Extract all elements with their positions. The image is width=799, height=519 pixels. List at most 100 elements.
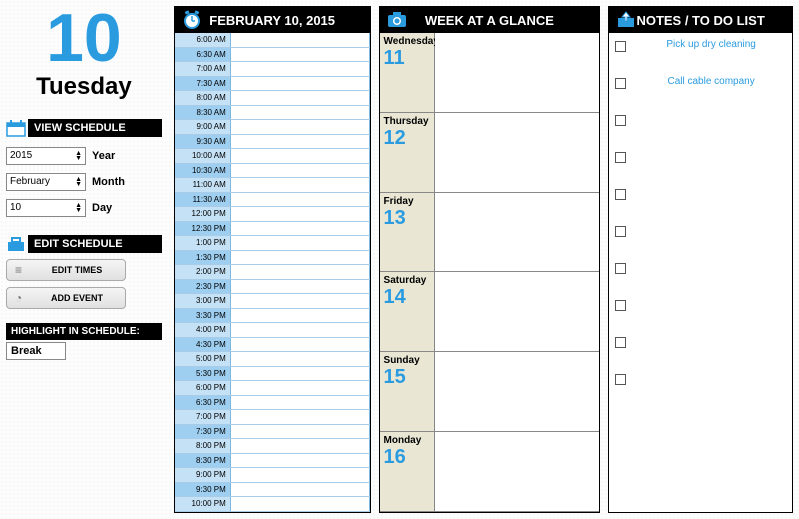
- time-slot[interactable]: [231, 425, 370, 439]
- time-label: 5:30 PM: [175, 367, 231, 381]
- week-day-num: 12: [384, 127, 430, 150]
- spinner-icon[interactable]: ▲▼: [75, 151, 82, 161]
- spinner-icon[interactable]: ▲▼: [75, 177, 82, 187]
- checkbox[interactable]: [615, 300, 626, 311]
- time-label: 2:00 PM: [175, 265, 231, 279]
- week-day-body[interactable]: [435, 33, 600, 112]
- time-row: 12:00 PM: [175, 207, 370, 222]
- time-slot[interactable]: [231, 33, 370, 47]
- edit-times-button[interactable]: ≡ EDIT TIMES: [6, 259, 126, 281]
- schedule-header: FEBRUARY 10, 2015: [175, 7, 370, 33]
- time-label: 6:30 AM: [175, 48, 231, 62]
- week-day-body[interactable]: [435, 193, 600, 272]
- time-slot[interactable]: [231, 91, 370, 105]
- time-slot[interactable]: [231, 439, 370, 453]
- note-row: [609, 292, 792, 329]
- time-slot[interactable]: [231, 410, 370, 424]
- time-row: 11:30 AM: [175, 193, 370, 208]
- calendar-icon: [6, 119, 26, 137]
- time-slot[interactable]: [231, 106, 370, 120]
- time-row: 10:30 AM: [175, 164, 370, 179]
- time-slot[interactable]: [231, 251, 370, 265]
- note-text[interactable]: Call cable company: [636, 76, 786, 87]
- week-body: Wednesday11Thursday12Friday13Saturday14S…: [380, 33, 600, 512]
- time-row: 8:30 PM: [175, 454, 370, 469]
- note-row: [609, 107, 792, 144]
- time-row: 5:00 PM: [175, 352, 370, 367]
- time-slot[interactable]: [231, 338, 370, 352]
- time-label: 11:30 AM: [175, 193, 231, 207]
- time-slot[interactable]: [231, 48, 370, 62]
- month-input[interactable]: February ▲▼: [6, 173, 86, 191]
- time-label: 8:30 PM: [175, 454, 231, 468]
- checkbox[interactable]: [615, 189, 626, 200]
- time-slot[interactable]: [231, 352, 370, 366]
- view-schedule-header: VIEW SCHEDULE: [6, 119, 162, 137]
- time-slot[interactable]: [231, 120, 370, 134]
- note-row: [609, 366, 792, 403]
- highlight-input[interactable]: Break: [6, 342, 66, 360]
- add-event-button[interactable]: ◔ ADD EVENT: [6, 287, 126, 309]
- year-label: Year: [92, 150, 115, 162]
- checkbox[interactable]: [615, 337, 626, 348]
- checkbox[interactable]: [615, 374, 626, 385]
- week-header: WEEK AT A GLANCE: [380, 7, 600, 33]
- time-slot[interactable]: [231, 323, 370, 337]
- time-slot[interactable]: [231, 367, 370, 381]
- time-slot[interactable]: [231, 164, 370, 178]
- time-row: 9:30 PM: [175, 483, 370, 498]
- time-row: 10:00 AM: [175, 149, 370, 164]
- time-slot[interactable]: [231, 309, 370, 323]
- time-slot[interactable]: [231, 77, 370, 91]
- time-row: 7:30 AM: [175, 77, 370, 92]
- checkbox[interactable]: [615, 226, 626, 237]
- time-label: 7:00 PM: [175, 410, 231, 424]
- time-slot[interactable]: [231, 62, 370, 76]
- checkbox[interactable]: [615, 78, 626, 89]
- week-day-body[interactable]: [435, 352, 600, 431]
- checkbox[interactable]: [615, 152, 626, 163]
- week-day: Monday16: [380, 432, 600, 512]
- spinner-icon[interactable]: ▲▼: [75, 203, 82, 213]
- checkbox[interactable]: [615, 263, 626, 274]
- week-day-name: Saturday: [384, 275, 430, 286]
- week-day-num: 16: [384, 446, 430, 469]
- time-row: 4:00 PM: [175, 323, 370, 338]
- time-label: 7:30 AM: [175, 77, 231, 91]
- time-slot[interactable]: [231, 149, 370, 163]
- time-grid: 6:00 AM6:30 AM7:00 AM7:30 AM8:00 AM8:30 …: [175, 33, 370, 512]
- time-slot[interactable]: [231, 193, 370, 207]
- week-day-body[interactable]: [435, 432, 600, 511]
- day-input[interactable]: 10 ▲▼: [6, 199, 86, 217]
- week-day-body[interactable]: [435, 113, 600, 192]
- note-row: [609, 181, 792, 218]
- week-day-body[interactable]: [435, 272, 600, 351]
- time-slot[interactable]: [231, 381, 370, 395]
- time-slot[interactable]: [231, 468, 370, 482]
- week-day: Friday13: [380, 193, 600, 273]
- checkbox[interactable]: [615, 41, 626, 52]
- note-text[interactable]: Pick up dry cleaning: [636, 39, 786, 50]
- time-label: 11:00 AM: [175, 178, 231, 192]
- notes-header: NOTES / TO DO LIST: [609, 7, 792, 33]
- time-slot[interactable]: [231, 207, 370, 221]
- time-slot[interactable]: [231, 178, 370, 192]
- time-slot[interactable]: [231, 265, 370, 279]
- time-slot[interactable]: [231, 135, 370, 149]
- time-label: 7:00 AM: [175, 62, 231, 76]
- time-slot[interactable]: [231, 294, 370, 308]
- year-input[interactable]: 2015 ▲▼: [6, 147, 86, 165]
- checkbox[interactable]: [615, 115, 626, 126]
- time-slot[interactable]: [231, 280, 370, 294]
- time-slot[interactable]: [231, 236, 370, 250]
- time-label: 10:30 AM: [175, 164, 231, 178]
- time-row: 9:00 AM: [175, 120, 370, 135]
- week-column: WEEK AT A GLANCE Wednesday11Thursday12Fr…: [379, 6, 601, 513]
- time-label: 6:00 AM: [175, 33, 231, 47]
- time-slot[interactable]: [231, 454, 370, 468]
- time-slot[interactable]: [231, 483, 370, 497]
- time-slot[interactable]: [231, 497, 370, 511]
- time-slot[interactable]: [231, 396, 370, 410]
- day-label: Day: [92, 202, 112, 214]
- time-slot[interactable]: [231, 222, 370, 236]
